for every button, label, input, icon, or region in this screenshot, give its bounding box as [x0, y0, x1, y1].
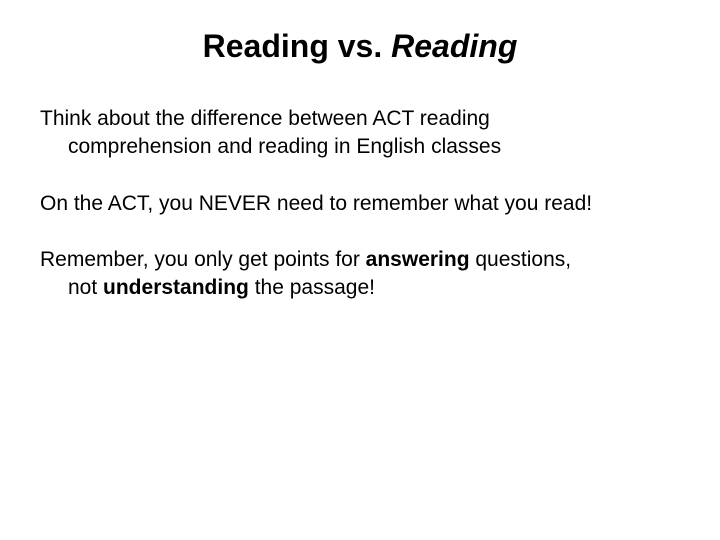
- slide-title: Reading vs. Reading: [40, 28, 680, 65]
- p3-line2: not understanding the passage!: [40, 274, 680, 302]
- p1-line1: Think about the difference between ACT r…: [40, 107, 490, 130]
- p3-seg1: Remember, you only get points for: [40, 248, 366, 271]
- paragraph-1: Think about the difference between ACT r…: [40, 105, 680, 162]
- p3-line2-pre: not: [68, 276, 103, 299]
- p1-line2: comprehension and reading in English cla…: [40, 133, 680, 161]
- title-text-plain: Reading vs.: [203, 28, 392, 64]
- slide-body: Think about the difference between ACT r…: [40, 105, 680, 303]
- p2-text: On the ACT, you NEVER need to remember w…: [40, 192, 592, 215]
- p3-bold2: understanding: [103, 276, 249, 299]
- paragraph-2: On the ACT, you NEVER need to remember w…: [40, 190, 680, 218]
- p3-seg2: questions,: [470, 248, 572, 271]
- p3-line2-post: the passage!: [249, 276, 375, 299]
- title-text-italic: Reading: [391, 28, 517, 64]
- slide: Reading vs. Reading Think about the diff…: [0, 0, 720, 540]
- paragraph-3: Remember, you only get points for answer…: [40, 246, 680, 303]
- p3-bold1: answering: [366, 248, 470, 271]
